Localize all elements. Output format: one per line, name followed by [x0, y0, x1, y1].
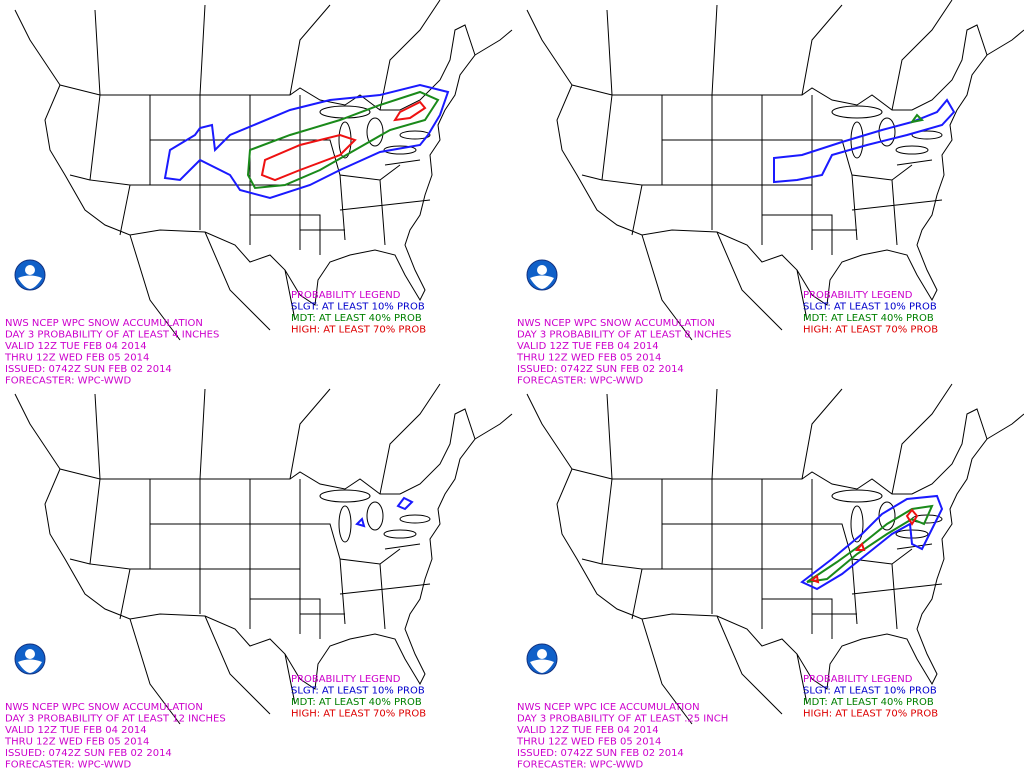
- info-line: THRU 12Z WED FEB 05 2014: [516, 737, 661, 748]
- legend-title: PROBABILITY LEGEND: [803, 674, 913, 685]
- info-line: VALID 12Z TUE FEB 04 2014: [517, 725, 659, 736]
- info-line: FORECASTER: WPC-WWD: [5, 376, 132, 387]
- legend-item: HIGH: AT LEAST 70% PROB: [291, 325, 426, 336]
- info-line: VALID 12Z TUE FEB 04 2014: [5, 341, 147, 352]
- contour-slgt: [800, 494, 944, 591]
- info-line: FORECASTER: WPC-WWD: [517, 376, 644, 387]
- info-line: THRU 12Z WED FEB 05 2014: [4, 353, 149, 364]
- info-line: NWS NCEP WPC SNOW ACCUMULATION: [5, 318, 203, 329]
- base-map: [14, 383, 513, 725]
- info-line: ISSUED: 0742Z SUN FEB 02 2014: [5, 748, 172, 759]
- info-line: ISSUED: 0742Z SUN FEB 02 2014: [517, 364, 684, 375]
- contour-mdt: [909, 113, 925, 124]
- info-line: NWS NCEP WPC SNOW ACCUMULATION: [517, 318, 715, 329]
- legend-item: MDT: AT LEAST 40% PROB: [803, 313, 934, 324]
- legend-item: SLGT: AT LEAST 10% PROB: [803, 686, 937, 697]
- legend-item: SLGT: AT LEAST 10% PROB: [291, 686, 425, 697]
- info-line: VALID 12Z TUE FEB 04 2014: [5, 725, 147, 736]
- contour-slgt: [355, 496, 414, 528]
- contour-high: [260, 100, 427, 182]
- contour-slgt: [773, 98, 956, 184]
- info-line: DAY 3 PROBABILITY OF AT LEAST .25 INCH: [517, 714, 728, 725]
- info-line: DAY 3 PROBABILITY OF AT LEAST 4 INCHES: [5, 330, 219, 341]
- legend-item: SLGT: AT LEAST 10% PROB: [803, 302, 937, 313]
- base-map: [526, 383, 1024, 725]
- legend-item: MDT: AT LEAST 40% PROB: [803, 697, 934, 708]
- info-line: FORECASTER: WPC-WWD: [517, 760, 644, 768]
- legend-title: PROBABILITY LEGEND: [291, 290, 401, 301]
- contour-mdt: [246, 90, 440, 190]
- info-line: NWS NCEP WPC ICE ACCUMULATION: [517, 702, 700, 713]
- info-line: ISSUED: 0742Z SUN FEB 02 2014: [5, 364, 172, 375]
- base-map: [526, 0, 1024, 341]
- contour-mdt: [806, 504, 934, 583]
- legend-item: SLGT: AT LEAST 10% PROB: [291, 302, 425, 313]
- info-line: VALID 12Z TUE FEB 04 2014: [517, 341, 659, 352]
- legend-item: HIGH: AT LEAST 70% PROB: [291, 709, 426, 720]
- legend-item: MDT: AT LEAST 40% PROB: [291, 697, 422, 708]
- info-line: DAY 3 PROBABILITY OF AT LEAST 12 INCHES: [5, 714, 226, 725]
- legend-item: HIGH: AT LEAST 70% PROB: [803, 709, 938, 720]
- legend-item: HIGH: AT LEAST 70% PROB: [803, 325, 938, 336]
- legend-title: PROBABILITY LEGEND: [291, 674, 401, 685]
- info-line: THRU 12Z WED FEB 05 2014: [4, 737, 149, 748]
- contour-slgt: [163, 83, 450, 200]
- contour-high: [809, 508, 919, 584]
- info-line: NWS NCEP WPC SNOW ACCUMULATION: [5, 702, 203, 713]
- legend-title: PROBABILITY LEGEND: [803, 290, 913, 301]
- info-line: ISSUED: 0742Z SUN FEB 02 2014: [517, 748, 684, 759]
- legend-item: MDT: AT LEAST 40% PROB: [291, 313, 422, 324]
- info-line: THRU 12Z WED FEB 05 2014: [516, 353, 661, 364]
- info-line: FORECASTER: WPC-WWD: [5, 760, 132, 768]
- info-line: DAY 3 PROBABILITY OF AT LEAST 8 INCHES: [517, 330, 731, 341]
